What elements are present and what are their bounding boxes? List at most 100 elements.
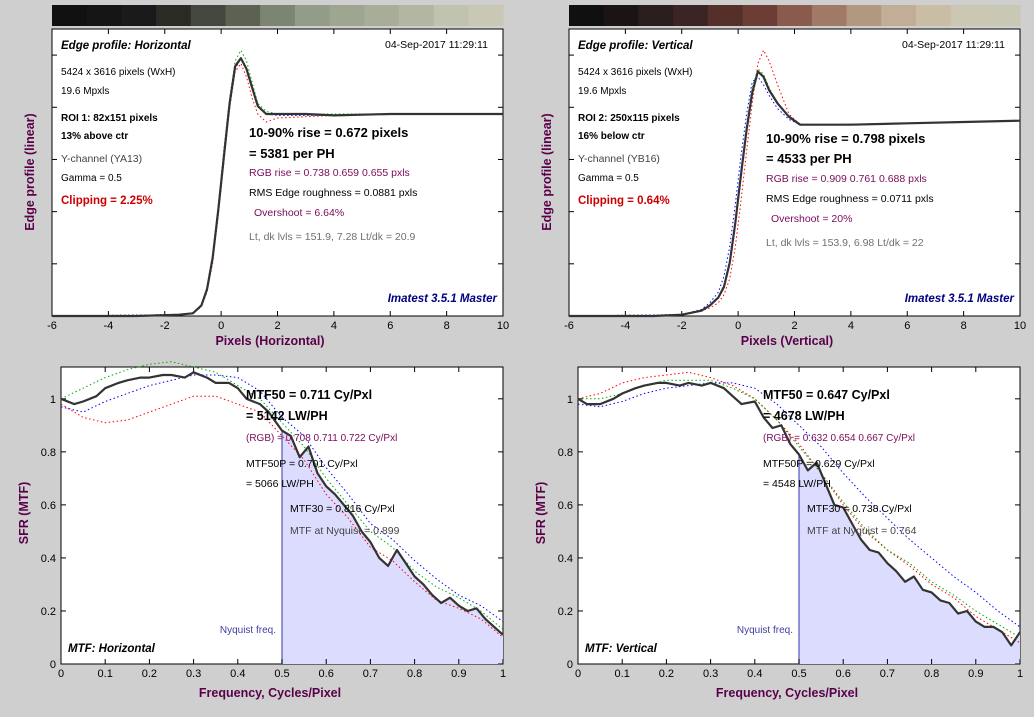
x-tick-label: 0.9 <box>451 668 466 680</box>
chart-label: MTF: Vertical <box>585 643 658 655</box>
x-tick-label: 6 <box>387 320 393 332</box>
strip-segment <box>603 5 639 26</box>
luminance-curve <box>52 57 503 318</box>
strip-segment <box>190 5 227 26</box>
strip-segment <box>846 5 882 26</box>
x-axis-label: Frequency, Cycles/Pixel <box>716 686 858 700</box>
x-tick-label: 4 <box>331 320 337 332</box>
y-axis-label: SFR (MTF) <box>534 482 548 544</box>
strip-segment <box>742 5 778 26</box>
green-channel-curve <box>60 361 504 630</box>
x-tick-label: 4 <box>848 320 854 332</box>
strip-segment <box>950 5 986 26</box>
red-channel-curve <box>60 395 504 638</box>
levels: Lt, dk lvls = 151.9, 7.28 Lt/dk = 20.9 <box>249 231 416 243</box>
y-axis-label: Edge profile (linear) <box>23 113 37 230</box>
x-tick-label: 6 <box>904 320 910 332</box>
x-tick-label: 0.7 <box>363 668 378 680</box>
x-tick-label: 0.3 <box>186 668 201 680</box>
brand-label: Imatest 3.5.1 Master <box>905 293 1015 305</box>
luminance-curve <box>60 371 504 636</box>
lw-ph-value: = 4678 LW/PH <box>763 409 845 423</box>
luminance-curve <box>569 70 1021 318</box>
megapixels: 19.6 Mpxls <box>578 86 626 97</box>
x-tick-label: -2 <box>160 320 170 332</box>
y-tick-label: 0.8 <box>41 447 56 459</box>
strip-segment <box>364 5 400 26</box>
mtf-at-nyquist: MTF at Nyquist = 0.764 <box>807 525 917 537</box>
x-tick-label: -4 <box>103 320 113 332</box>
x-axis-label: Frequency, Cycles/Pixel <box>199 686 341 700</box>
brand-label: Imatest 3.5.1 Master <box>388 293 498 305</box>
y-tick-label: 0 <box>567 659 573 671</box>
chart-label: MTF: Horizontal <box>68 643 156 655</box>
x-tick-label: 0.4 <box>230 668 245 680</box>
strip-segment <box>985 5 1021 26</box>
x-tick-label: 8 <box>961 320 967 332</box>
axis-ticks: 0 0.1 0.2 0.3 0.4 0.5 0.6 0.7 0.8 0.9 1 0 0.2 0.4 0.6 0… <box>41 367 506 680</box>
x-tick-label: 0 <box>218 320 224 332</box>
lw-ph-value: = 5142 LW/PH <box>246 409 328 423</box>
rgb-mtf50: (RGB) = 0.708 0.711 0.722 Cy/Pxl <box>246 433 397 444</box>
x-tick-label: 1 <box>1017 668 1023 680</box>
y-tick-label: 0.6 <box>558 500 573 512</box>
nyquist-shaded-area <box>282 430 503 664</box>
x-tick-label: 2 <box>274 320 280 332</box>
roi-position: 13% above ctr <box>61 131 128 142</box>
x-tick-label: -6 <box>47 320 57 332</box>
mtf50p-lw-ph: = 5066 LW/PH <box>246 478 314 490</box>
x-axis-label: Pixels (Horizontal) <box>215 334 324 348</box>
strip-segment <box>881 5 917 26</box>
channel: Y-channel (YA13) <box>61 153 142 165</box>
red-channel-curve <box>577 371 1021 644</box>
mtf50-value: MTF50 = 0.711 Cy/Pxl <box>246 388 372 402</box>
x-axis-label: Pixels (Vertical) <box>741 334 833 348</box>
roi-info: ROI 1: 82x151 pixels <box>61 113 158 124</box>
y-tick-label: 0.2 <box>41 606 56 618</box>
overshoot: Overshoot = 20% <box>771 213 852 225</box>
gamma: Gamma = 0.5 <box>61 173 122 184</box>
x-tick-label: 10 <box>1014 320 1026 332</box>
strip-segment <box>777 5 813 26</box>
strip-segment <box>569 5 605 26</box>
y-axis-label: Edge profile (linear) <box>540 113 554 230</box>
strip-segment <box>915 5 952 26</box>
y-tick-label: 0.2 <box>558 606 573 618</box>
mtf-at-nyquist: MTF at Nyquist = 0.899 <box>290 525 400 537</box>
luminance-curve <box>577 381 1021 647</box>
axis-ticks: 0 0.1 0.2 0.3 0.4 0.5 0.6 0.7 0.8 0.9 1 0 0.2 0.4 0.6 0… <box>558 367 1023 680</box>
x-tick-label: 0.2 <box>142 668 157 680</box>
edge-curves <box>568 49 1021 318</box>
x-axis-ticks: -6 -4 -2 0 2 4 6 8 10 <box>47 29 509 332</box>
mtf30-value: MTF30 = 0.816 Cy/Pxl <box>290 503 395 515</box>
x-tick-label: 0.7 <box>880 668 895 680</box>
x-tick-label: -4 <box>620 320 630 332</box>
strip-segment <box>433 5 469 26</box>
y-tick-label: 0.4 <box>558 553 573 565</box>
strip-segment <box>52 5 88 26</box>
nyquist-label: Nyquist freq. <box>737 625 793 636</box>
megapixels: 19.6 Mpxls <box>61 86 109 97</box>
timestamp: 04-Sep-2017 11:29:11 <box>385 39 488 51</box>
strip-segment <box>156 5 192 26</box>
x-tick-label: 0 <box>58 668 64 680</box>
edge-profile-horizontal-panel: -6 -4 -2 0 2 4 6 8 10 Edge profile: Horizontal 0… <box>23 5 509 348</box>
x-tick-label: -2 <box>677 320 687 332</box>
mtf30-value: MTF30 = 0.738 Cy/Pxl <box>807 503 912 515</box>
clipping: Clipping = 0.64% <box>578 195 670 207</box>
mtf50p-value: MTF50P = 0.701 Cy/Pxl <box>246 458 358 470</box>
nyquist-label: Nyquist freq. <box>220 625 276 636</box>
x-tick-label: 1 <box>500 668 506 680</box>
strip-segment <box>673 5 709 26</box>
image-size: 5424 x 3616 pixels (WxH) <box>61 67 176 78</box>
x-tick-label: 2 <box>791 320 797 332</box>
plot-area <box>568 28 1021 317</box>
strip-segment <box>707 5 744 26</box>
overshoot: Overshoot = 6.64% <box>254 207 344 219</box>
edge-crop-strip <box>52 5 504 26</box>
y-tick-label: 0.6 <box>41 500 56 512</box>
blue-channel-curve <box>577 382 1021 628</box>
mtf-vertical-panel: 0 0.1 0.2 0.3 0.4 0.5 0.6 0.7 0.8 0.9 1 0 0.2 0.4 0.6 0… <box>534 366 1023 700</box>
per-ph-value: = 4533 per PH <box>766 151 852 166</box>
strip-segment <box>260 5 296 26</box>
